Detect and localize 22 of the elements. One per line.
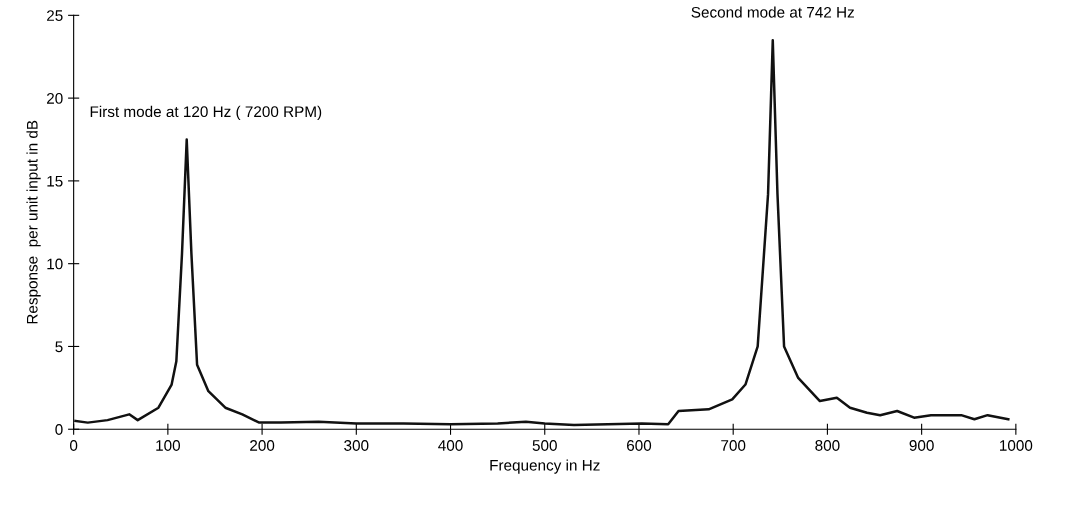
y-tick-label: 0 [55,424,63,435]
x-tick-label: 100 [156,440,181,451]
x-tick-label: 600 [627,440,652,451]
y-tick-label: 10 [47,258,63,270]
line-series [74,38,1010,427]
y-tick-label: 20 [47,92,63,104]
x-tick-label: 0 [69,440,78,451]
x-tick-label: 900 [909,440,934,451]
x-tick-label: 800 [815,440,840,451]
y-tick-label: 5 [55,341,63,353]
y-axis-title: Response per unit input in dB [26,120,41,324]
x-tick-label: 300 [344,440,369,451]
x-tick-label: 1000 [1000,440,1033,451]
x-tick-label: 200 [250,440,275,451]
annotation: First mode at 120 Hz ( 7200 RPM) [90,105,322,121]
annotation: Second mode at 742 Hz [691,6,854,18]
x-axis-title: Frequency in Hz [490,459,600,474]
x-tick-label: 500 [532,440,557,451]
y-tick-label: 15 [47,175,63,187]
x-tick-label: 400 [438,440,463,451]
y-tick-label: 25 [47,10,63,22]
x-tick-label: 700 [721,440,746,451]
